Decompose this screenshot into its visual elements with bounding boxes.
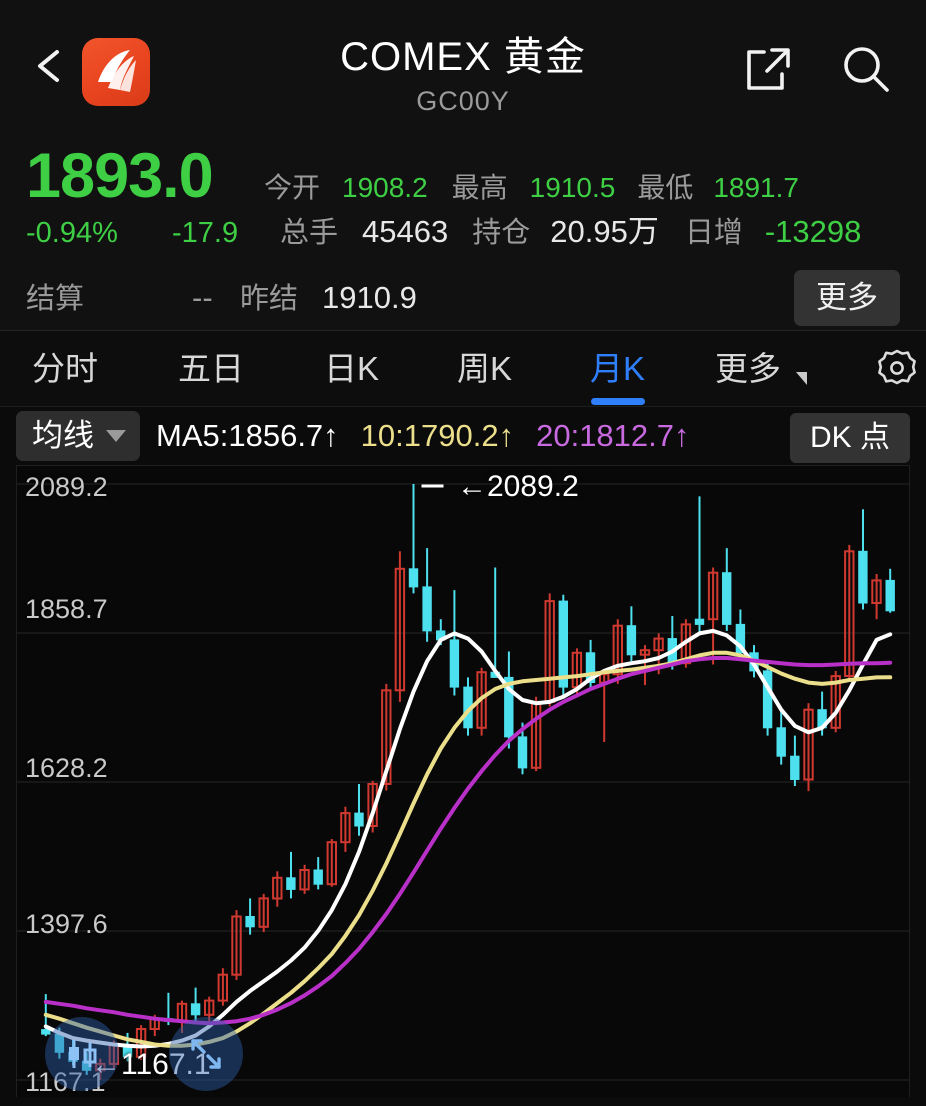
gear-icon[interactable] [875,347,919,391]
tab-fenshi[interactable]: 分时 [26,347,104,391]
tab-label: 分时 [32,349,98,387]
app-header: COMEX 黄金 GC00Y [0,0,926,130]
tab-daily-k[interactable]: 日K [318,347,385,391]
daily-oi-change-label: 日增 [684,217,743,249]
ma-indicator-selector[interactable]: 均线 [16,411,140,461]
low-field: 最低 1891.7 [637,169,799,207]
volume-value: 45463 [362,214,449,249]
chevron-down-icon [106,430,126,442]
open-interest-value: 20.95万 [550,214,659,249]
fullscreen-expand-icon-button[interactable] [169,1017,243,1091]
tab-label: 更多 [715,349,782,387]
open-interest-label: 持仓 [472,217,531,249]
last-price: 1893.0 [26,141,214,211]
candle-chart-icon-button[interactable] [45,1017,119,1091]
share-external-icon[interactable] [740,42,796,98]
tab-label: 月K [590,349,646,387]
volume-label: 总手 [280,217,339,249]
tab-monthly-k[interactable]: 月K [584,347,651,405]
ma-values-group: MA5:1856.7↑ 10:1790.2↑ 20:1812.7↑ [156,416,690,456]
open-interest-field: 持仓 20.95万 [472,213,659,252]
ma-selector-label: 均线 [32,418,94,453]
dk-point-button[interactable]: DK 点 [789,413,910,463]
low-value: 1891.7 [713,172,799,203]
chart-canvas[interactable] [17,466,910,1097]
change-percent: -0.94% [26,217,118,249]
tab-more[interactable]: 更多 [709,347,813,391]
tab-weekly-k[interactable]: 周K [451,347,518,391]
prev-settlement-label: 昨结 [240,282,299,315]
open-label: 今开 [264,172,321,203]
quote-row-secondary: -0.94% -17.9 总手 45463 持仓 20.95万 日增 -1329… [26,210,900,268]
ma-legend-bar: 均线 MA5:1856.7↑ 10:1790.2↑ 20:1812.7↑ DK … [0,407,926,465]
low-label: 最低 [637,172,694,203]
volume-field: 总手 45463 [280,213,448,252]
open-value: 1908.2 [342,172,428,203]
prev-settlement-field: 昨结 1910.9 [240,279,417,318]
settlement-value: -- [192,279,213,315]
quote-panel: 1893.0 今开 1908.2 最高 1910.5 最低 1891.7 -0.… [0,130,926,331]
tab-label: 五日 [178,349,244,387]
chevron-down-icon [796,372,808,386]
candlestick-chart[interactable]: 2089.2 1858.7 1628.2 1397.6 1167.1 ←2089… [16,465,910,1097]
daily-oi-change-value: -13298 [764,214,862,249]
settlement-label: 结算 [26,282,85,315]
tab-label: 周K [457,349,513,387]
chart-period-tabbar: 分时 五日 日K 周K 月K 更多 [0,331,926,407]
ths-app-logo-icon[interactable] [82,38,150,106]
high-field: 最高 1910.5 [452,169,616,207]
ma20-value: 20:1812.7↑ [536,418,690,453]
back-button[interactable] [30,46,70,86]
quote-row-primary: 1893.0 今开 1908.2 最高 1910.5 最低 1891.7 [26,142,900,210]
search-icon[interactable] [836,40,896,100]
prev-settlement-value: 1910.9 [322,279,417,315]
tab-wuri[interactable]: 五日 [172,347,250,391]
high-label: 最高 [451,172,508,203]
ma5-value: MA5:1856.7↑ [156,418,339,453]
change-absolute: -17.9 [172,217,239,249]
high-value: 1910.5 [529,172,616,203]
settlement-field: 结算 -- [26,279,240,318]
tab-label: 日K [324,349,380,387]
more-quote-button[interactable]: 更多 [794,270,900,326]
open-field: 今开 1908.2 [264,169,428,207]
ma10-value: 10:1790.2↑ [360,418,515,453]
quote-row-tertiary: 结算 -- 昨结 1910.9 更多 [26,268,900,328]
daily-oi-change-field: 日增 -13298 [685,213,862,252]
active-tab-indicator [590,397,645,405]
